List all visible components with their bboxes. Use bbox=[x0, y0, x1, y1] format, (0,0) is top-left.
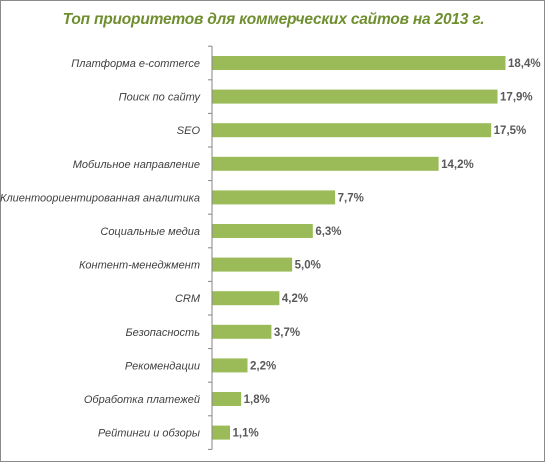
category-label: Клиентоориентированная аналитика bbox=[0, 192, 200, 204]
data-label: 4,2% bbox=[282, 293, 308, 305]
chart-title: Топ приоритетов для коммерческих сайтов … bbox=[62, 11, 485, 28]
data-label: 17,5% bbox=[494, 125, 527, 137]
bar bbox=[212, 224, 313, 238]
bar bbox=[212, 425, 231, 440]
data-label: 6,3% bbox=[315, 226, 341, 238]
bar bbox=[212, 358, 248, 373]
category-label: Рейтинги и обзоры bbox=[98, 428, 200, 440]
category-label: Безопасность bbox=[125, 327, 200, 339]
data-label: 5,0% bbox=[295, 260, 321, 272]
data-label: 18,4% bbox=[508, 58, 541, 70]
data-label: 17,9% bbox=[500, 92, 533, 104]
bar bbox=[212, 392, 242, 406]
category-label: Рекомендации bbox=[125, 360, 200, 372]
category-label: SEO bbox=[177, 125, 201, 137]
bar bbox=[212, 123, 492, 138]
bar bbox=[212, 291, 280, 306]
category-label: Поиск по сайту bbox=[119, 92, 202, 104]
category-label: Социальные медиа bbox=[100, 226, 200, 238]
bar bbox=[212, 89, 498, 104]
category-label: Обработка платежей bbox=[84, 394, 200, 406]
data-label: 1,1% bbox=[233, 428, 259, 440]
data-label: 2,2% bbox=[250, 360, 276, 372]
category-label: Мобильное направление bbox=[73, 159, 200, 171]
category-label: CRM bbox=[175, 293, 201, 305]
data-label: 3,7% bbox=[274, 327, 300, 339]
bar bbox=[212, 56, 506, 70]
category-label: Контент-менеджмент bbox=[79, 260, 200, 272]
bar bbox=[212, 156, 439, 171]
data-label: 14,2% bbox=[441, 159, 474, 171]
bar bbox=[212, 190, 336, 205]
category-label: Платформа e-commerce bbox=[71, 58, 200, 70]
bar bbox=[212, 324, 272, 339]
data-label: 1,8% bbox=[244, 394, 270, 406]
bar bbox=[212, 257, 293, 272]
data-label: 7,7% bbox=[338, 192, 364, 204]
